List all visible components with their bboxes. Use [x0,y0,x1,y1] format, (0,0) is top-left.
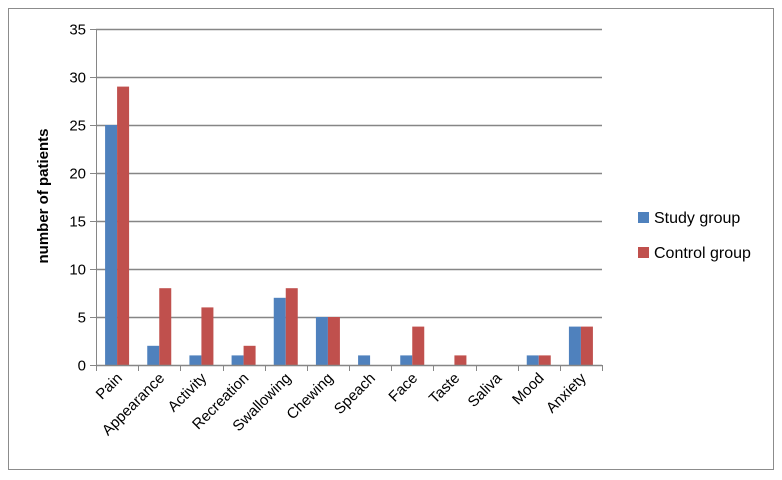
bar-control [243,345,256,365]
bar-control [327,317,340,365]
legend: Study group Control group [638,210,751,262]
bar-study [273,297,286,365]
bar-study [526,355,539,365]
y-axis-title: number of patients [35,128,52,263]
bar-study [105,125,118,365]
legend-swatch [638,212,649,223]
y-tick-label: 20 [69,166,86,183]
y-tick-labels: 0 5 10 15 20 25 30 35 [69,22,86,375]
bar-study [568,326,581,365]
bar-study [400,355,413,365]
legend-label: Control group [654,245,751,262]
y-tick-label: 30 [69,70,86,87]
axes [96,29,603,371]
y-tick-label: 25 [69,118,86,135]
y-tick-label: 10 [69,262,86,279]
bar-study [231,355,244,365]
legend-label: Study group [654,210,740,227]
y-tick-label: 35 [69,22,86,39]
bar-control [117,86,130,365]
bar-control [201,307,214,365]
gridlines [90,28,602,366]
bar-study [358,355,371,365]
bars [105,86,593,365]
y-tick-label: 15 [69,214,86,231]
legend-swatch [638,247,649,258]
bar-control [580,326,593,365]
bar-control [454,355,467,365]
bar-control [159,288,172,365]
y-tick-label: 5 [78,310,86,327]
chart-border [8,8,774,470]
bar-study [315,317,328,365]
bar-control [285,288,298,365]
bar-study [189,355,202,365]
bar-study [147,345,160,365]
bar-control [538,355,551,365]
bar-control [412,326,425,365]
y-tick-label: 0 [78,358,86,375]
